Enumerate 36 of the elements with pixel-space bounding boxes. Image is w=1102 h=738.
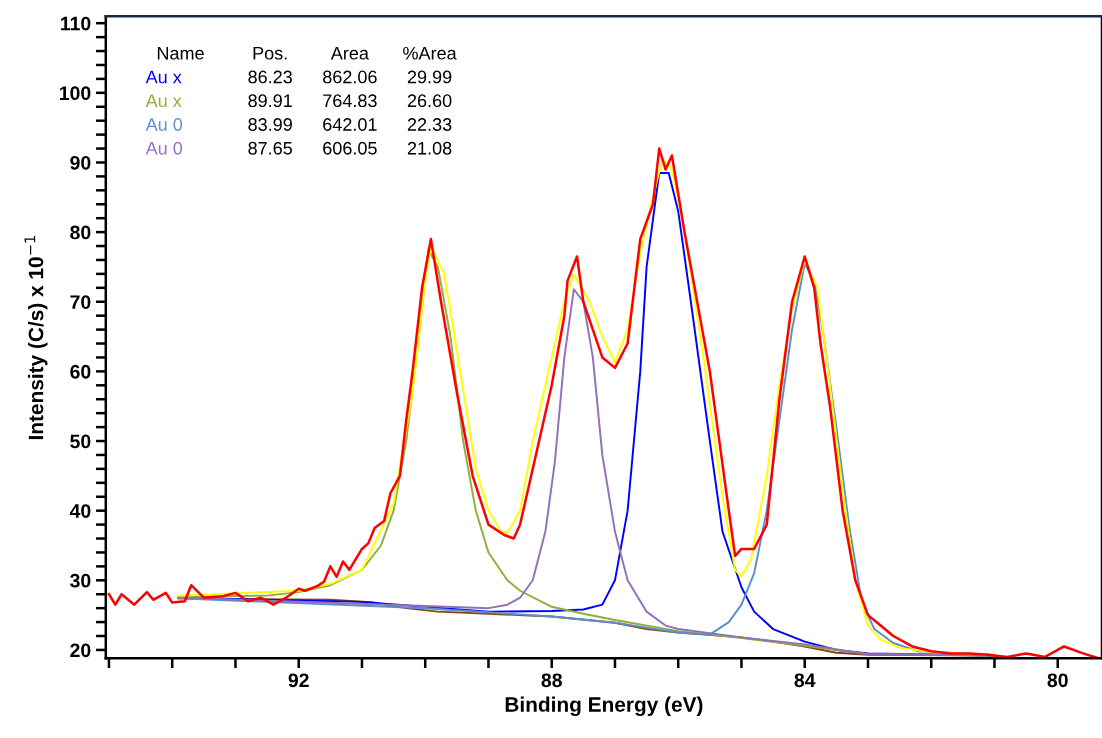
- y-tick-label: 70: [70, 295, 91, 309]
- annotation: 642.01: [323, 118, 377, 131]
- annotation: Pos.: [253, 47, 287, 60]
- y-tick-label: 40: [69, 504, 91, 518]
- y-tick-label: 100: [59, 86, 91, 101]
- y-tick-label: 80: [70, 225, 91, 240]
- annotation: 29.99: [407, 70, 452, 84]
- annotation: Name: [157, 47, 204, 60]
- annotation: 86.23: [248, 70, 292, 84]
- x-axis-title: Binding Energy (eV): [505, 696, 703, 717]
- y-tick-label: 90: [70, 155, 91, 170]
- y-tick-label: 30: [70, 573, 91, 588]
- annotation: 89.91: [248, 94, 292, 108]
- annotation: Area: [330, 47, 369, 60]
- text: Au 0: [145, 141, 183, 155]
- text: Au 0: [145, 118, 183, 131]
- x-tick-label: 88: [541, 673, 562, 688]
- annotation: 83.99: [248, 118, 292, 131]
- annotation: 21.08: [407, 141, 452, 155]
- text: Au x: [145, 70, 182, 84]
- y-tick-label: 110: [61, 16, 91, 31]
- annotation: %Area: [403, 46, 457, 60]
- y-tick-label: 50: [70, 434, 91, 449]
- annotation: 26.60: [407, 94, 452, 108]
- y-axis-title: Intensity (C/s) x 10$^{−1}$: [24, 236, 48, 440]
- annotation: 87.65: [248, 141, 292, 155]
- annotation: 764.83: [323, 94, 377, 108]
- annotation: 862.06: [323, 70, 377, 84]
- x-tick-label: 84: [794, 673, 816, 688]
- x-tick-label: 92: [288, 673, 309, 688]
- annotation: 606.05: [323, 141, 377, 155]
- text: Au x: [145, 94, 182, 108]
- x-tick-label: 80: [1047, 673, 1068, 688]
- y-tick-label: 60: [70, 364, 91, 379]
- annotation: 22.33: [407, 118, 452, 131]
- y-tick-label: 20: [70, 643, 91, 658]
